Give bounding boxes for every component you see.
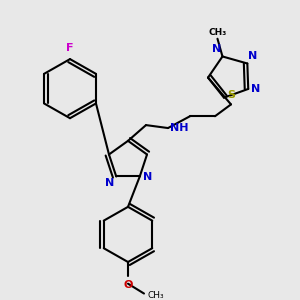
Text: N: N <box>105 178 114 188</box>
Text: N: N <box>251 84 260 94</box>
Text: O: O <box>123 280 133 290</box>
Text: CH₃: CH₃ <box>208 28 226 37</box>
Text: S: S <box>227 91 235 100</box>
Text: N: N <box>248 50 258 61</box>
Text: N: N <box>143 172 152 182</box>
Text: CH₃: CH₃ <box>148 291 165 300</box>
Text: NH: NH <box>170 123 188 133</box>
Text: N: N <box>212 44 221 53</box>
Text: F: F <box>66 43 74 53</box>
